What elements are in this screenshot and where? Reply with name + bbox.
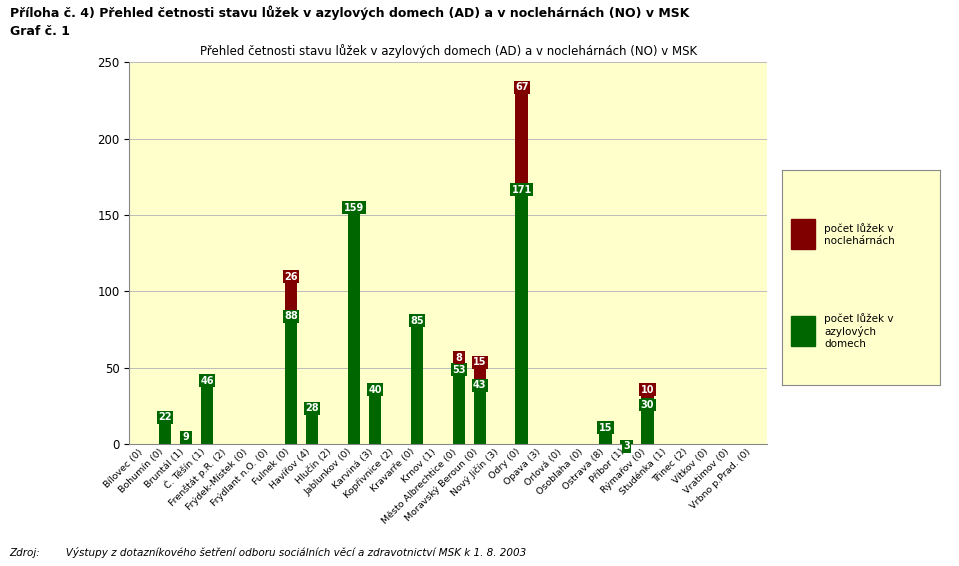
Bar: [791, 316, 815, 346]
Text: 43: 43: [473, 380, 486, 390]
Text: 22: 22: [158, 412, 172, 422]
Text: Příloha č. 4) Přehled četnosti stavu lůžek v azylových domech (AD) a v noclehárn: Příloha č. 4) Přehled četnosti stavu lůž…: [10, 6, 689, 20]
Text: 53: 53: [452, 365, 465, 375]
Text: 15: 15: [473, 357, 486, 367]
Bar: [306, 401, 318, 444]
Bar: [516, 183, 528, 444]
Text: 40: 40: [368, 385, 382, 395]
Text: 9: 9: [183, 432, 190, 442]
Bar: [453, 351, 465, 363]
Text: Graf č. 1: Graf č. 1: [10, 25, 70, 38]
Bar: [599, 421, 612, 444]
Bar: [474, 355, 486, 379]
Text: 26: 26: [284, 272, 297, 282]
Bar: [516, 80, 528, 183]
Text: Zdroj:        Výstupy z dotazníkového šetření odboru sociálních věcí a zdravotni: Zdroj: Výstupy z dotazníkového šetření o…: [10, 547, 526, 558]
Bar: [347, 201, 361, 444]
Text: 3: 3: [623, 441, 630, 451]
Text: 15: 15: [599, 423, 613, 433]
Text: 10: 10: [641, 385, 654, 395]
Text: 171: 171: [512, 185, 532, 195]
Text: 28: 28: [305, 403, 318, 413]
Text: 67: 67: [515, 82, 528, 92]
Text: 85: 85: [410, 316, 424, 326]
Bar: [791, 219, 815, 250]
Text: 46: 46: [200, 376, 214, 385]
Text: 30: 30: [641, 400, 654, 410]
Title: Přehled četnosti stavu lůžek v azylových domech (AD) a v noclehárnách (NO) v MSK: Přehled četnosti stavu lůžek v azylových…: [199, 44, 697, 58]
Bar: [159, 411, 172, 444]
Bar: [285, 310, 297, 444]
Bar: [474, 379, 486, 444]
Text: 159: 159: [344, 203, 364, 213]
Text: počet lůžek v
noclehárnách: počet lůžek v noclehárnách: [825, 223, 895, 246]
Bar: [180, 431, 193, 444]
Text: 88: 88: [284, 311, 298, 321]
Bar: [453, 363, 465, 444]
Bar: [642, 398, 654, 444]
Text: 8: 8: [456, 353, 462, 363]
Bar: [410, 315, 423, 444]
Text: počet lůžek v
azylových
domech: počet lůžek v azylových domech: [825, 314, 894, 349]
Bar: [620, 440, 633, 444]
Bar: [642, 383, 654, 398]
Bar: [285, 270, 297, 310]
Bar: [368, 383, 382, 444]
Bar: [200, 374, 213, 444]
